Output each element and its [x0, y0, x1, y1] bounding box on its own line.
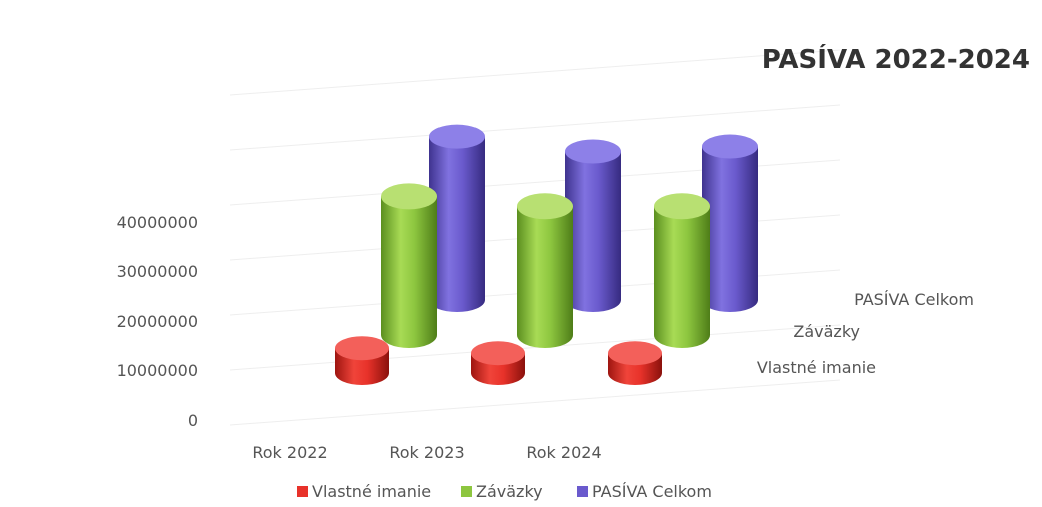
- bar-pasiva-celkom: [702, 134, 758, 312]
- y-tick-label: 10000000: [117, 361, 198, 380]
- chart-title: PASÍVA 2022-2024: [762, 43, 1030, 75]
- bar-cap: [381, 183, 437, 210]
- gridline: [229, 104, 841, 151]
- bar-zavazky: [381, 183, 437, 348]
- gridline: [229, 324, 841, 371]
- bar-cap: [702, 134, 758, 159]
- bar-zavazky: [654, 193, 710, 348]
- bar-body: [381, 196, 437, 348]
- x-category-label: Rok 2022: [252, 443, 327, 462]
- bar-cap: [517, 193, 573, 220]
- bar-vlastne-imanie: [608, 341, 662, 385]
- y-tick-label: 0: [188, 411, 198, 430]
- x-category-label: Rok 2023: [389, 443, 464, 462]
- bar-cap: [565, 139, 621, 164]
- bar-cap: [471, 341, 525, 366]
- x-axis-categories: Rok 2022 Rok 2023 Rok 2024: [252, 443, 601, 462]
- bar-body: [702, 146, 758, 312]
- legend-label: Záväzky: [476, 482, 543, 501]
- bar-vlastne-imanie: [335, 336, 389, 385]
- bar-zavazky: [517, 193, 573, 348]
- bar-pasiva-celkom: [565, 139, 621, 312]
- legend-swatch-pasiva-celkom: [577, 486, 588, 497]
- bar-cap: [429, 124, 485, 149]
- bar-body: [654, 206, 710, 348]
- bars: [335, 124, 758, 385]
- depth-series-labels: PASÍVA Celkom Záväzky Vlastné imanie: [757, 290, 974, 377]
- y-tick-label: 20000000: [117, 312, 198, 331]
- bar-body: [565, 151, 621, 312]
- series-depth-label: Vlastné imanie: [757, 358, 876, 377]
- y-tick-label: 30000000: [117, 262, 198, 281]
- legend-swatch-vlastne-imanie: [297, 486, 308, 497]
- gridline: [229, 49, 841, 96]
- y-axis-ticks: 0 10000000 20000000 30000000 40000000: [117, 213, 198, 430]
- legend: Vlastné imanie Záväzky PASÍVA Celkom: [297, 482, 712, 501]
- legend-label: PASÍVA Celkom: [592, 482, 712, 501]
- y-tick-label: 40000000: [117, 213, 198, 232]
- bar-cap: [654, 193, 710, 220]
- bar-body: [517, 206, 573, 348]
- bar-cap: [335, 336, 389, 361]
- series-depth-label: Záväzky: [793, 322, 860, 341]
- bar-pasiva-celkom: [429, 124, 485, 312]
- bar-cap: [608, 341, 662, 366]
- legend-label: Vlastné imanie: [312, 482, 431, 501]
- x-category-label: Rok 2024: [526, 443, 601, 462]
- bar-vlastne-imanie: [471, 341, 525, 385]
- series-depth-label: PASÍVA Celkom: [854, 290, 974, 309]
- gridline: [229, 379, 841, 426]
- bar-body: [429, 136, 485, 312]
- legend-swatch-zavazky: [461, 486, 472, 497]
